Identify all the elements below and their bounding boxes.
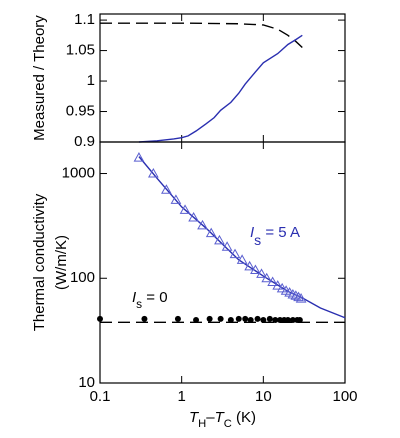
data-point — [229, 248, 241, 259]
data-point — [147, 168, 159, 178]
data-point — [260, 316, 267, 323]
annotation: Is = 5 A — [250, 224, 300, 248]
text-part: = 0 — [142, 289, 167, 306]
x-tick-label: 1 — [177, 388, 185, 405]
data-point — [261, 272, 273, 283]
data-point — [296, 316, 303, 323]
data-point — [97, 315, 103, 322]
data-line — [138, 34, 303, 143]
data-point — [205, 227, 217, 238]
data-point — [161, 184, 172, 194]
data-point — [295, 293, 307, 303]
text-part: – — [206, 409, 215, 426]
data-point — [227, 316, 234, 323]
data-point — [256, 268, 267, 278]
plot-frame — [99, 13, 346, 143]
y-tick-label: 0.95 — [66, 102, 95, 119]
data-point — [170, 194, 182, 204]
plot-frame — [99, 141, 346, 384]
data-point — [244, 260, 256, 271]
data-point — [287, 288, 299, 299]
data-point — [174, 315, 181, 322]
data-point — [217, 315, 224, 322]
annotation: Is = 0 — [132, 289, 168, 311]
y-tick-label: 10 — [78, 374, 95, 391]
y-tick-label: 1000 — [62, 164, 95, 181]
data-point — [272, 316, 279, 323]
data-point — [236, 254, 248, 264]
data-point — [133, 152, 145, 162]
y-tick-label: 100 — [70, 269, 95, 286]
data-line — [138, 156, 346, 319]
text-part: = 5 A — [261, 224, 300, 241]
data-line — [100, 22, 303, 49]
text-part: s — [254, 232, 261, 248]
text-part: H — [198, 418, 206, 430]
data-point — [254, 315, 261, 322]
data-point — [293, 291, 304, 302]
data-point — [193, 316, 200, 323]
text-part: s — [136, 297, 142, 311]
data-point — [188, 212, 199, 222]
text-part: (K) — [232, 409, 256, 426]
data-point — [235, 315, 242, 322]
y-tick-label: 1.05 — [66, 42, 95, 59]
x-axis-label: TH–TC (K) — [189, 409, 256, 430]
data-point — [272, 280, 284, 290]
text-part: I — [132, 289, 136, 306]
data-point — [141, 315, 148, 322]
y-axis-label: (W/m/K) — [53, 235, 70, 290]
y-axis-label: Measured / Theory — [31, 15, 48, 141]
panel: 0.9 0.95 1 1.05 1.1 Measured / Theory — [31, 11, 346, 150]
text-part: T — [215, 409, 226, 426]
text-part: T — [189, 409, 200, 426]
data-point — [179, 204, 191, 214]
data-point — [221, 241, 233, 251]
data-point — [266, 315, 273, 322]
data-point — [277, 316, 284, 323]
data-point — [284, 316, 291, 323]
y-tick-label: 1.1 — [74, 11, 95, 28]
data-point — [214, 234, 225, 245]
x-tick-label: 0.1 — [90, 388, 111, 405]
data-point — [276, 282, 288, 293]
y-axis-label: Thermal conductivity — [31, 193, 48, 331]
data-point — [267, 276, 278, 287]
y-tick-label: 1 — [87, 72, 95, 89]
panel: 0.1 1 10 100 10 100 1000 Thermal conductivity (W… — [31, 141, 358, 430]
text-part: I — [250, 224, 254, 241]
data-point — [250, 264, 261, 274]
x-tick-label: 100 — [332, 388, 357, 405]
data-point — [206, 315, 213, 322]
data-point — [197, 219, 208, 230]
data-point — [247, 316, 254, 323]
data-point — [289, 316, 296, 323]
data-point — [242, 315, 249, 322]
x-tick-label: 10 — [255, 388, 272, 405]
text-part: C — [224, 418, 232, 430]
y-tick-label: 0.9 — [74, 133, 95, 150]
data-point — [290, 290, 302, 300]
